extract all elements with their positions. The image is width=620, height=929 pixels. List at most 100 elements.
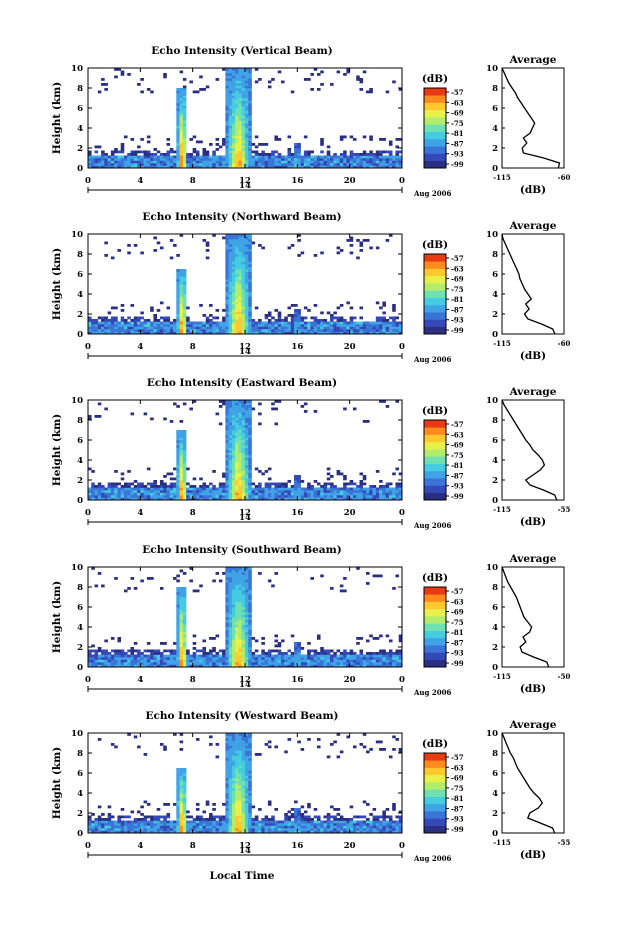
heatmap-cell	[225, 475, 229, 478]
heatmap-cell	[117, 664, 122, 668]
heatmap-cell	[297, 319, 301, 322]
heatmap-cell	[303, 329, 308, 332]
heatmap-cell	[280, 639, 285, 643]
heatmap-cell	[107, 823, 112, 826]
heatmap-cell	[225, 440, 229, 443]
heatmap-cell	[356, 158, 360, 161]
colorbar-segment	[424, 326, 446, 335]
heatmap-cell	[248, 477, 252, 481]
heatmap-cell	[153, 331, 157, 335]
heatmap-cell	[156, 820, 161, 824]
heatmap-cell	[258, 482, 262, 486]
heatmap-cell	[271, 329, 275, 332]
heatmap-cell	[261, 150, 265, 154]
heatmap-cell	[225, 442, 229, 446]
heatmap-cell	[245, 624, 249, 628]
heatmap-cell	[297, 477, 301, 481]
heatmap-cell	[88, 664, 92, 668]
heatmap-cell	[251, 657, 256, 660]
heatmap-cell	[212, 150, 216, 154]
heatmap-cell	[235, 492, 239, 496]
heatmap-cell	[382, 490, 386, 493]
heatmap-cell	[176, 612, 180, 615]
heatmap-cell	[228, 244, 233, 247]
heatmap-cell	[398, 657, 403, 660]
heatmap-cell	[215, 828, 220, 831]
heatmap-cell	[366, 155, 370, 159]
heatmap-cell	[192, 160, 197, 164]
heatmap-cell	[173, 244, 177, 247]
heatmap-cell	[143, 160, 148, 164]
heatmap-cell	[235, 440, 239, 443]
heatmap-cell	[104, 828, 108, 831]
heatmap-cell	[241, 256, 246, 260]
heatmap-cell	[251, 637, 256, 640]
heatmap-cell	[176, 597, 180, 600]
heatmap-cell	[274, 400, 279, 403]
heatmap-cell	[248, 405, 252, 408]
heatmap-cell	[143, 828, 148, 831]
heatmap-cell	[267, 657, 272, 660]
heatmap-cell	[176, 462, 180, 466]
heatmap-cell	[267, 654, 272, 658]
heatmap-cell	[398, 654, 403, 658]
heatmap-cell	[110, 316, 115, 320]
average-y-tick-label: 2	[492, 476, 498, 486]
heatmap-cell	[182, 296, 187, 300]
heatmap-cell	[372, 657, 377, 660]
heatmap-cell	[153, 158, 157, 161]
heatmap-cell	[176, 639, 180, 643]
heatmap-cell	[218, 487, 223, 491]
heatmap-cell	[218, 664, 223, 668]
heatmap-cell	[392, 490, 396, 493]
heatmap-cell	[258, 321, 262, 325]
heatmap-cell	[143, 163, 148, 166]
heatmap-cell	[277, 321, 282, 325]
heatmap-cell	[294, 145, 298, 149]
heatmap-cell	[228, 271, 233, 275]
heatmap-cell	[241, 430, 246, 433]
heatmap-cell	[179, 103, 184, 106]
heatmap-cell	[127, 649, 131, 653]
heatmap-cell	[267, 490, 272, 493]
heatmap-cell	[166, 143, 171, 146]
heatmap-cell	[372, 331, 377, 335]
heatmap-cell	[356, 659, 360, 663]
heatmap-cell	[349, 163, 354, 166]
heatmap-cell	[225, 153, 229, 156]
heatmap-cell	[228, 158, 233, 161]
heatmap-cell	[245, 659, 249, 663]
colorbar-segment	[424, 623, 446, 631]
heatmap-cell	[97, 321, 102, 325]
heatmap-cell	[225, 740, 229, 744]
heatmap-cell	[294, 647, 298, 650]
heatmap-cell	[173, 642, 177, 645]
heatmap-cell	[143, 153, 148, 156]
heatmap-cell	[222, 654, 226, 658]
heatmap-cell	[153, 823, 157, 826]
heatmap-cell	[346, 160, 350, 164]
heatmap-cell	[267, 664, 272, 668]
heatmap-cell	[235, 289, 239, 292]
heatmap-cell	[179, 445, 184, 448]
heatmap-cell	[202, 487, 207, 491]
heatmap-cell	[228, 93, 233, 96]
heatmap-cell	[222, 830, 226, 834]
heatmap-cell	[153, 319, 157, 322]
heatmap-cell	[238, 624, 243, 628]
heatmap-cell	[248, 482, 252, 486]
heatmap-cell	[179, 304, 184, 307]
heatmap-cell	[231, 624, 236, 628]
heatmap-cell	[88, 659, 92, 663]
heatmap-cell	[215, 309, 220, 312]
heatmap-cell	[225, 301, 229, 305]
colorbar-tick-label: -63	[451, 98, 464, 107]
heatmap-cell	[179, 644, 184, 648]
heatmap-cell	[333, 331, 337, 335]
heatmap-cell	[104, 497, 108, 501]
heatmap-cell	[228, 140, 233, 144]
heatmap-cell	[238, 407, 243, 411]
heatmap-cell	[228, 629, 233, 633]
heatmap-cell	[176, 830, 180, 834]
heatmap-cell	[114, 148, 118, 151]
